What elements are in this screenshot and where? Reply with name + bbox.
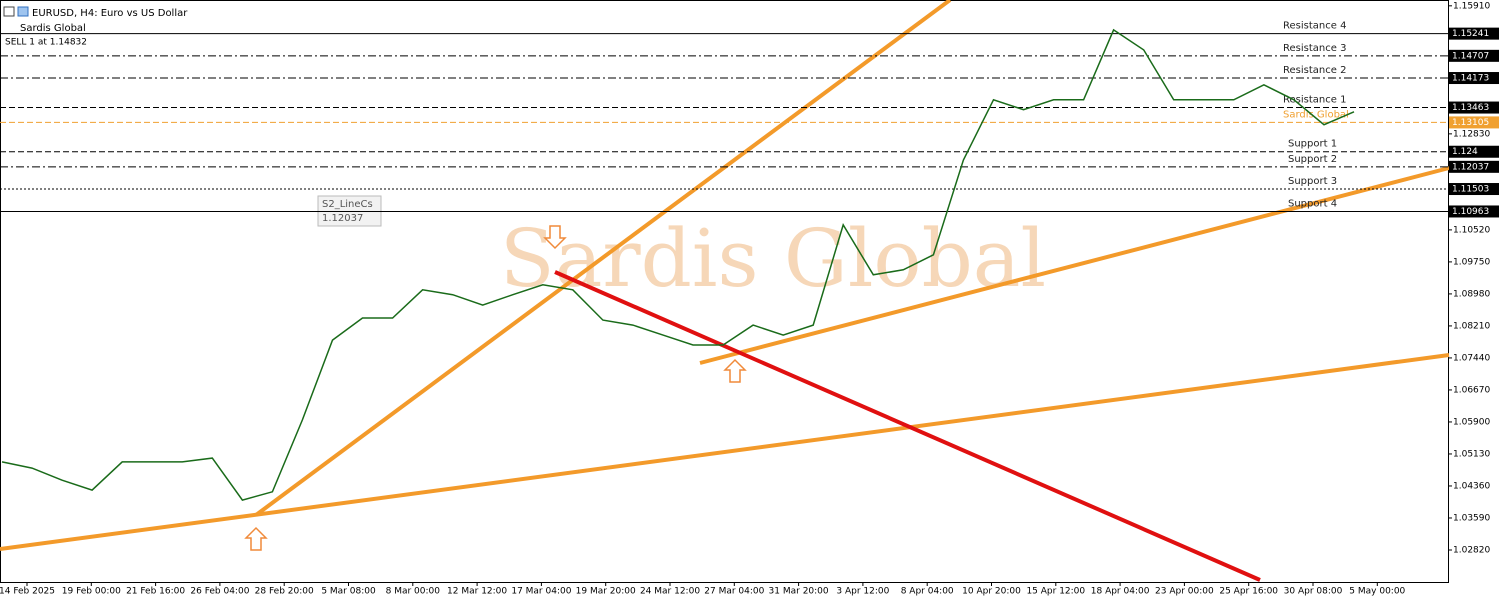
up-arrow: [723, 358, 747, 383]
x-tick-label: 28 Feb 20:00: [255, 587, 314, 597]
x-tick-label: 12 Mar 12:00: [447, 587, 507, 597]
x-tick-label: 21 Feb 16:00: [126, 587, 185, 597]
x-tick-label: 19 Mar 20:00: [576, 587, 636, 597]
x-tick-label: 31 Mar 20:00: [769, 587, 829, 597]
y-tick-label: 1.07440: [1453, 353, 1490, 363]
trend-line: [254, 0, 952, 517]
plot-frame: [0, 0, 1449, 583]
level-price-box: [1449, 183, 1499, 196]
x-tick-label: 26 Feb 04:00: [190, 587, 249, 597]
watermark: Sardis Global: [500, 212, 1046, 305]
level-name: Resistance 4: [1283, 21, 1346, 32]
x-tick-label: 18 Apr 04:00: [1091, 587, 1150, 597]
down-arrow: [543, 225, 567, 250]
level-price: 1.15241: [1452, 29, 1489, 39]
level-price-box: [1449, 72, 1499, 85]
level-name: Support 3: [1288, 176, 1337, 187]
y-tick-label: 1.06670: [1453, 385, 1490, 395]
chart-title: EURUSD, H4: Euro vs US Dollar: [32, 8, 188, 19]
level-price-box: [1449, 205, 1499, 218]
level-price-box: [1449, 145, 1499, 158]
level-name: Support 1: [1288, 139, 1337, 150]
x-tick-label: 30 Apr 08:00: [1284, 587, 1343, 597]
trend-line: [0, 353, 1450, 551]
x-tick-label: 8 Mar 00:00: [386, 587, 441, 597]
level-price: 1.12037: [1452, 162, 1489, 172]
x-tick-label: 5 Mar 08:00: [321, 587, 376, 597]
level-price: 1.14707: [1452, 51, 1489, 61]
x-tick-label: 24 Mar 12:00: [640, 587, 700, 597]
y-tick-label: 1.05130: [1453, 449, 1490, 459]
level-price: 1.11503: [1452, 185, 1489, 195]
icon: [3, 6, 15, 17]
trend-line: [699, 166, 1450, 365]
level-price-box: [1449, 27, 1499, 40]
x-tick-label: 25 Apr 16:00: [1219, 587, 1278, 597]
level-price: 1.14173: [1452, 74, 1489, 84]
x-tick-label: 19 Feb 00:00: [62, 587, 121, 597]
x-tick-label: 10 Apr 20:00: [962, 587, 1021, 597]
x-tick-label: 27 Mar 04:00: [704, 587, 764, 597]
level-price-box: [1449, 49, 1499, 62]
level-price: 1.13463: [1452, 103, 1489, 113]
subtitle: Sardis Global: [20, 23, 86, 34]
y-tick-label: 1.03590: [1453, 513, 1490, 523]
level-price: 1.13105: [1452, 118, 1489, 128]
level-name: Resistance 3: [1283, 43, 1346, 54]
level-price: 1.10963: [1452, 207, 1489, 217]
x-tick-label: 15 Apr 12:00: [1026, 587, 1085, 597]
x-tick-label: 8 Apr 04:00: [901, 587, 954, 597]
y-tick-label: 1.05900: [1453, 417, 1490, 427]
level-name: Sardis Global: [1283, 109, 1349, 120]
y-tick-label: 1.15910: [1453, 1, 1490, 11]
y-tick-label: 1.04360: [1453, 481, 1490, 491]
x-tick-label: 23 Apr 00:00: [1155, 587, 1214, 597]
y-tick-label: 1.12830: [1453, 129, 1490, 139]
trend-line: [554, 270, 1261, 582]
level-name: Resistance 2: [1283, 65, 1346, 76]
level-price-box: [1449, 116, 1499, 129]
y-tick-label: 1.09750: [1453, 257, 1490, 267]
x-tick-label: 5 May 00:00: [1349, 587, 1405, 597]
price-line: [1, 28, 1355, 501]
y-tick-label: 1.02820: [1453, 545, 1490, 555]
trade-note: SELL 1 at 1.14832: [5, 38, 87, 48]
y-tick-label: 1.08210: [1453, 321, 1490, 331]
level-name: Resistance 1: [1283, 95, 1346, 106]
level-price-box: [1449, 160, 1499, 173]
level-name: Support 4: [1288, 198, 1337, 209]
object-label-name: S2_LineCs: [322, 199, 373, 210]
level-price-box: [1449, 101, 1499, 114]
up-arrow: [244, 526, 268, 551]
level-name: Support 2: [1288, 154, 1337, 165]
y-tick-label: 1.10520: [1453, 225, 1490, 235]
y-tick-label: 1.08980: [1453, 289, 1490, 299]
icon: [17, 6, 29, 17]
level-price: 1.124: [1452, 147, 1478, 157]
x-tick-label: 17 Mar 04:00: [511, 587, 571, 597]
object-label-price: 1.12037: [322, 213, 363, 224]
x-tick-label: 14 Feb 2025: [0, 587, 55, 597]
x-tick-label: 3 Apr 12:00: [836, 587, 889, 597]
